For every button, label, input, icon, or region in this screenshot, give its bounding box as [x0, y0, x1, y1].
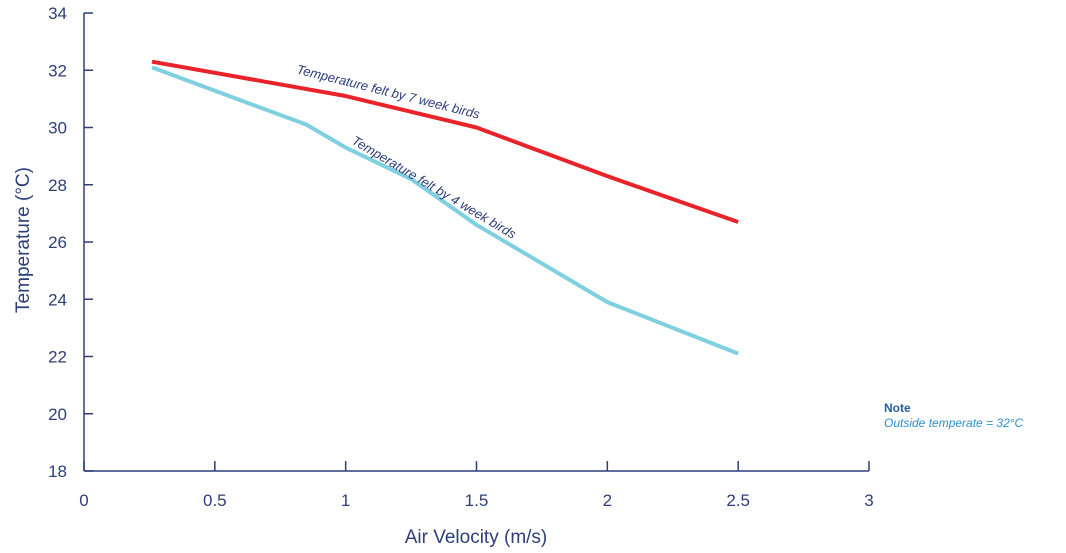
y-tick-label: 30 — [48, 119, 67, 138]
x-tick-label: 2 — [603, 491, 612, 510]
y-tick-label: 26 — [48, 233, 67, 252]
series-labels: Temperature felt by 7 week birdsTemperat… — [295, 62, 519, 242]
y-tick-label: 28 — [48, 176, 67, 195]
series-layer — [151, 59, 739, 356]
y-tick-label: 20 — [48, 405, 67, 424]
x-tick-label: 1 — [341, 491, 350, 510]
y-axis: 18 20 22 24 26 28 30 32 34 — [48, 4, 93, 481]
y-axis-title: Temperature (°C) — [13, 167, 34, 313]
y-tick-label: 24 — [48, 290, 67, 309]
x-tick-label: 1.5 — [465, 491, 489, 510]
x-tick-label: 0 — [79, 491, 88, 510]
series-label-4-week: Temperature felt by 4 week birds — [349, 133, 519, 242]
y-tick-label: 32 — [48, 61, 67, 80]
note-text: Outside temperate = 32°C — [884, 416, 1024, 430]
x-axis: 0 0.5 1 1.5 2 2.5 3 — [79, 461, 874, 510]
x-tick-label: 0.5 — [203, 491, 227, 510]
x-axis-title: Air Velocity (m/s) — [405, 527, 548, 548]
series-line-0 — [151, 59, 739, 224]
y-tick-label: 34 — [48, 4, 67, 23]
y-tick-label: 22 — [48, 348, 67, 367]
series-line-1 — [151, 65, 739, 356]
x-tick-label: 3 — [864, 491, 873, 510]
note-title: Note — [884, 401, 911, 415]
chart-note: Note Outside temperate = 32°C — [884, 401, 1023, 431]
y-tick-label: 18 — [48, 462, 67, 481]
x-tick-label: 2.5 — [726, 491, 750, 510]
